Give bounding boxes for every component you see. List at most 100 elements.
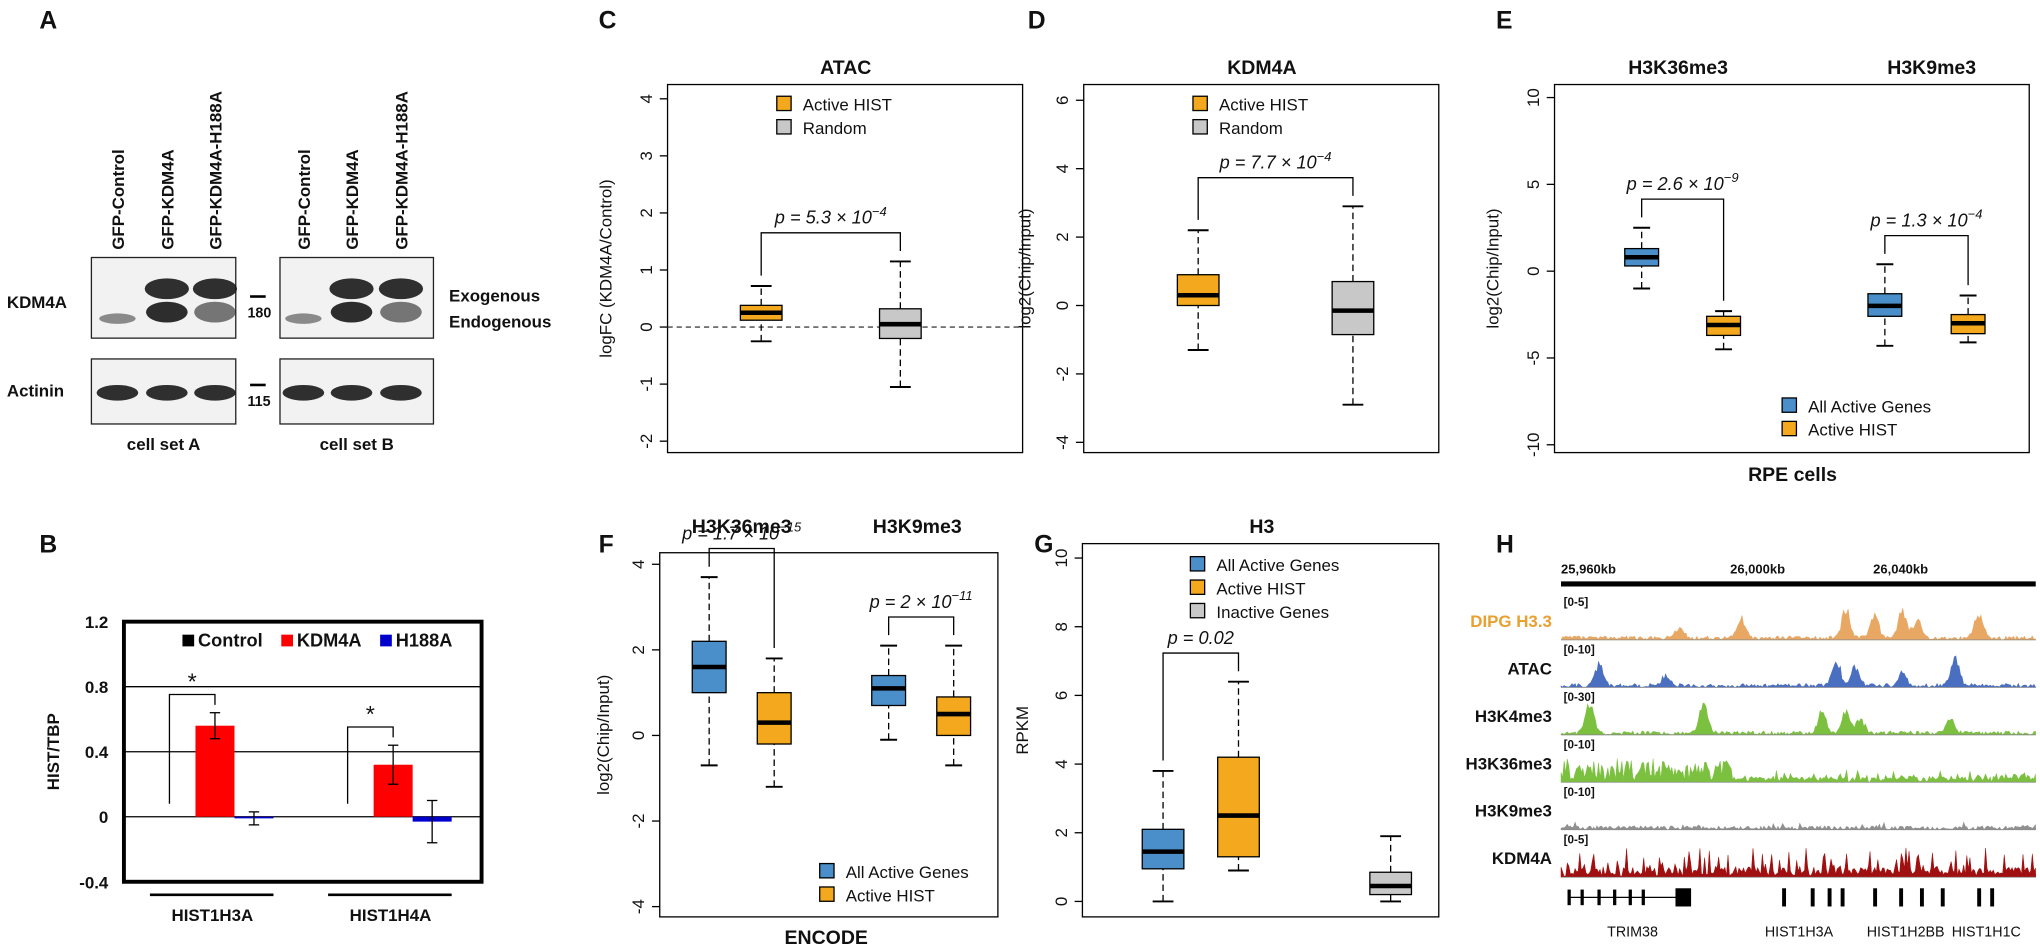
y-tick-label: -2: [637, 434, 656, 449]
y-axis-label: log2(Chip/Input): [1484, 208, 1503, 328]
legend-label: Control: [198, 630, 263, 650]
set-label: cell set B: [320, 435, 394, 454]
gene-body: [1990, 888, 1995, 907]
y-axis-label: HIST/TBP: [44, 713, 63, 790]
lane-label: GFP-Control: [295, 149, 314, 249]
track-label: KDM4A: [1492, 849, 1552, 868]
legend-swatch: [819, 862, 835, 879]
legend-swatch: [182, 634, 195, 647]
plot-frame: [1083, 83, 1440, 454]
gene-body: [1919, 888, 1924, 907]
y-tick-label: 10: [1524, 88, 1543, 107]
blot-band: [330, 384, 373, 401]
legend-label: All Active Genes: [1808, 397, 1931, 416]
exon: [1567, 889, 1571, 906]
signal-track: [1560, 847, 2036, 878]
y-tick-label: 0.8: [85, 678, 108, 697]
p-value-exponent: −15: [779, 520, 802, 535]
track-label: H3K36me3: [1466, 754, 1552, 773]
p-value: p = 7.7 × 10−4: [1219, 149, 1332, 173]
legend-swatch: [380, 634, 392, 647]
band-label: Exogenous: [449, 287, 540, 306]
set-label: cell set A: [127, 435, 201, 454]
legend-swatch: [819, 886, 835, 902]
coordinate-label: 26,000kb: [1730, 562, 1785, 577]
plot-frame: [1553, 83, 2030, 454]
significance-bracket: [760, 232, 901, 276]
blot-band: [144, 278, 189, 300]
p-value-text: p = 7.7 × 10: [1219, 153, 1317, 173]
plot-frame: [121, 619, 484, 884]
signal-track: [1560, 655, 2037, 688]
legend-swatch: [1189, 602, 1206, 619]
y-tick-label: -0.4: [79, 873, 109, 892]
y-tick-label: 0: [1053, 301, 1072, 310]
p-value-text: p = 0.02: [1167, 628, 1234, 648]
gene-body: [1810, 888, 1815, 907]
blot-band: [285, 313, 322, 324]
chart-title: KDM4A: [1227, 57, 1296, 79]
panel-label: D: [1028, 8, 1046, 35]
y-tick-label: -4: [1053, 435, 1072, 450]
exon: [1641, 889, 1645, 906]
legend-swatch: [1192, 95, 1208, 112]
p-value: p = 5.3 × 10−4: [774, 204, 887, 228]
blot-band: [380, 301, 422, 323]
y-tick-label: 3: [637, 151, 656, 160]
y-axis-label: log2(Chip/Input): [1015, 208, 1034, 328]
group-title: H3K36me3: [692, 516, 792, 538]
p-value-exponent: −4: [1317, 149, 1332, 164]
track-label: ATAC: [1508, 659, 1552, 678]
exon: [1613, 889, 1617, 906]
row-label: Actinin: [7, 382, 64, 401]
legend-swatch: [281, 634, 293, 647]
legend-swatch: [776, 119, 792, 135]
y-tick-label: 0: [629, 731, 648, 740]
p-value-text: p = 2 × 10: [869, 592, 952, 612]
track-range: [0-10]: [1564, 644, 1595, 657]
legend-label: Active HIST: [1216, 579, 1305, 598]
blot-band: [192, 278, 238, 300]
legend-label: H188A: [396, 630, 453, 650]
legend-swatch: [1189, 555, 1206, 572]
track-label: DIPG H3.3: [1470, 612, 1552, 631]
y-tick-label: 8: [1052, 622, 1071, 631]
blot-band: [96, 384, 139, 401]
blot-band: [194, 301, 236, 323]
track-label: H3K4me3: [1475, 707, 1552, 726]
gene-label: HIST1H3A: [1765, 924, 1834, 940]
gene-body: [1840, 888, 1845, 907]
legend-label: All Active Genes: [1216, 556, 1339, 575]
y-tick-label: -2: [1053, 366, 1072, 381]
y-tick-label: 0: [1052, 897, 1071, 906]
box: [756, 692, 792, 745]
plot-frame: [1081, 542, 1440, 918]
box: [1176, 274, 1220, 307]
plot-frame: [659, 552, 999, 918]
significance-star: *: [188, 668, 197, 694]
box: [1141, 828, 1185, 870]
gene-label: HIST1H2BB: [1867, 924, 1945, 940]
track-range: [0-5]: [1564, 596, 1589, 609]
y-tick-label: 6: [1053, 96, 1072, 105]
lane-label: GFP-KDM4A: [343, 149, 362, 249]
band-label: Endogenous: [449, 313, 551, 332]
legend-swatch: [1189, 579, 1206, 595]
marker-label: 180: [247, 305, 271, 321]
legend-swatch: [1781, 397, 1798, 413]
box: [1369, 871, 1413, 896]
y-tick-label: 5: [1524, 180, 1543, 189]
gene-label: HIST1H1C: [1952, 924, 2021, 940]
blot-band: [99, 313, 136, 324]
legend-label: Random: [803, 119, 867, 138]
legend-swatch: [1192, 119, 1208, 135]
track-range: [0-10]: [1564, 786, 1595, 799]
lane-label: GFP-Control: [109, 149, 128, 249]
blot-band: [282, 384, 325, 401]
y-tick-label: 4: [637, 94, 656, 103]
exon: [1675, 888, 1692, 907]
legend-label: Active HIST: [803, 96, 892, 115]
legend-label: Active HIST: [1808, 421, 1897, 440]
y-tick-label: 0: [637, 322, 656, 331]
